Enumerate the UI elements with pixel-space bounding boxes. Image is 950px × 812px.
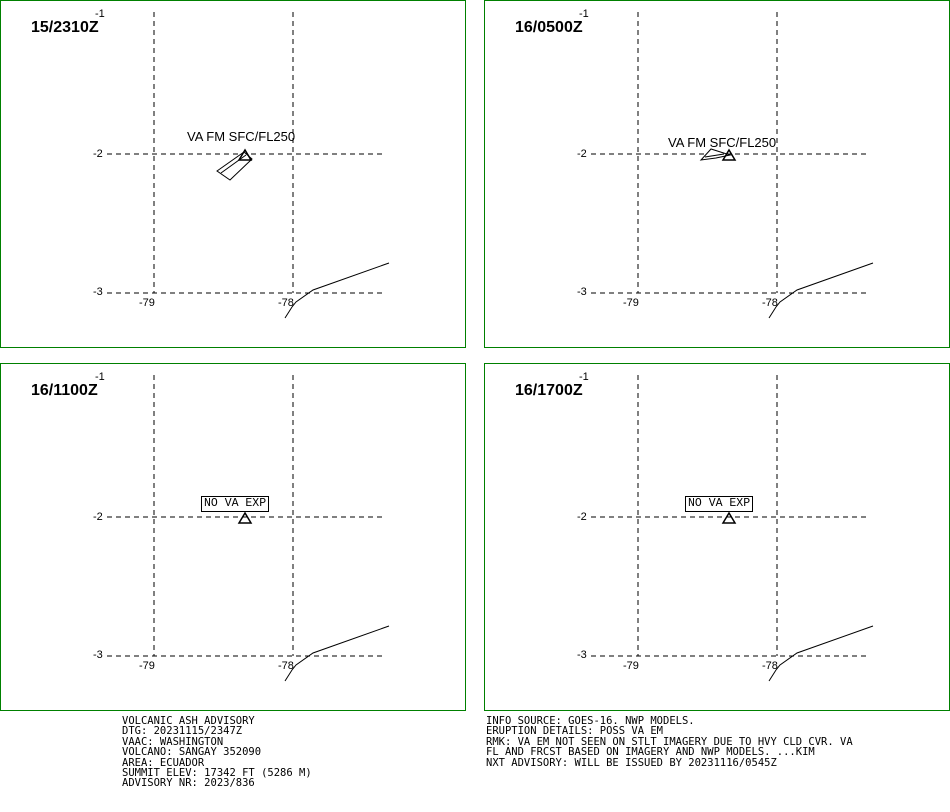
lat-label-mid: -2 — [93, 148, 103, 160]
map-panel-3-graphics — [0, 363, 466, 711]
ash-cloud-hatch — [704, 153, 725, 158]
lon-label-left: -79 — [139, 297, 155, 309]
panel-time-label: 15/2310Z — [31, 19, 99, 36]
panel-time-label: 16/0500Z — [515, 19, 583, 36]
map-panel-4: 16/1700Z -1 -2 -3 -79 -78 NO VA EXP — [484, 363, 950, 712]
advisory-vaac: VAAC: WASHINGTON — [122, 735, 224, 748]
ash-cloud-polygon — [216, 151, 253, 181]
volcano-triangle-icon — [237, 511, 253, 524]
panel-border — [484, 363, 950, 711]
panel-border — [484, 0, 950, 348]
lat-label-mid: -2 — [577, 511, 587, 523]
lat-label-top: -1 — [579, 8, 589, 20]
no-va-box: NO VA EXP — [201, 496, 270, 512]
coastline — [284, 262, 390, 319]
graticule — [591, 375, 868, 657]
graticule — [591, 12, 868, 294]
lon-label-right: -78 — [762, 297, 778, 309]
lon-label-left: -79 — [623, 660, 639, 672]
advisory-info-source: INFO SOURCE: GOES-16. NWP MODELS. — [486, 715, 695, 727]
map-panel-1-graphics — [0, 0, 466, 348]
lat-label-mid: -2 — [577, 148, 587, 160]
coastline — [284, 625, 390, 682]
lat-label-top: -1 — [579, 371, 589, 383]
graticule — [107, 375, 384, 657]
advisory-next: NXT ADVISORY: WILL BE ISSUED BY 20231116… — [486, 756, 777, 769]
coastline — [768, 262, 874, 319]
advisory-remarks-line-2: FL AND FRCST BASED ON IMAGERY AND NWP MO… — [486, 746, 815, 759]
ash-cloud-polygon — [699, 148, 732, 161]
lat-label-mid: -2 — [93, 511, 103, 523]
volcano-triangle-icon — [721, 511, 737, 524]
ash-cloud-label: VA FM SFC/FL250 — [668, 135, 777, 150]
map-panel-2-graphics — [484, 0, 950, 348]
volcano-triangle-icon — [237, 148, 253, 161]
lat-label-bottom: -3 — [577, 649, 587, 661]
lat-label-bottom: -3 — [577, 286, 587, 298]
map-panel-4-graphics — [484, 363, 950, 711]
panel-border — [0, 0, 466, 348]
panel-time-label: 16/1700Z — [515, 382, 583, 399]
advisory-details-block: INFO SOURCE: GOES-16. NWP MODELS. ERUPTI… — [486, 716, 853, 768]
lat-label-top: -1 — [95, 8, 105, 20]
ash-cloud-hatch — [220, 154, 247, 174]
advisory-eruption-details: ERUPTION DETAILS: POSS VA EM — [486, 725, 664, 738]
advisory-dtg: DTG: 20231115/2347Z — [122, 725, 243, 738]
lat-label-bottom: -3 — [93, 286, 103, 298]
lon-label-left: -79 — [623, 297, 639, 309]
advisory-header-block: VOLCANIC ASH ADVISORY DTG: 20231115/2347… — [122, 716, 312, 789]
ash-cloud-label: VA FM SFC/FL250 — [187, 129, 296, 144]
map-panel-2: 16/0500Z -1 -2 -3 -79 -78 VA FM SFC/FL25… — [484, 0, 950, 349]
panel-border — [0, 363, 466, 711]
lon-label-right: -78 — [762, 660, 778, 672]
advisory-number: ADVISORY NR: 2023/836 — [122, 777, 255, 790]
lat-label-bottom: -3 — [93, 649, 103, 661]
lon-label-right: -78 — [278, 297, 294, 309]
volcano-triangle-icon — [721, 148, 737, 161]
no-va-box: NO VA EXP — [685, 496, 754, 512]
map-panel-3: 16/1100Z -1 -2 -3 -79 -78 NO VA EXP — [0, 363, 466, 712]
advisory-summit-elev: SUMMIT ELEV: 17342 FT (5286 M) — [122, 766, 312, 779]
graticule — [107, 12, 384, 294]
coastline — [768, 625, 874, 682]
advisory-title: VOLCANIC ASH ADVISORY — [122, 715, 255, 727]
lon-label-right: -78 — [278, 660, 294, 672]
lon-label-left: -79 — [139, 660, 155, 672]
panel-time-label: 16/1100Z — [31, 382, 98, 399]
advisory-remarks-line-1: RMK: VA EM NOT SEEN ON STLT IMAGERY DUE … — [486, 735, 853, 748]
map-panel-1: 15/2310Z -1 -2 -3 -79 -78 VA FM SFC/FL25… — [0, 0, 466, 349]
lat-label-top: -1 — [95, 371, 105, 383]
advisory-area: AREA: ECUADOR — [122, 756, 205, 769]
advisory-volcano: VOLCANO: SANGAY 352090 — [122, 746, 262, 759]
